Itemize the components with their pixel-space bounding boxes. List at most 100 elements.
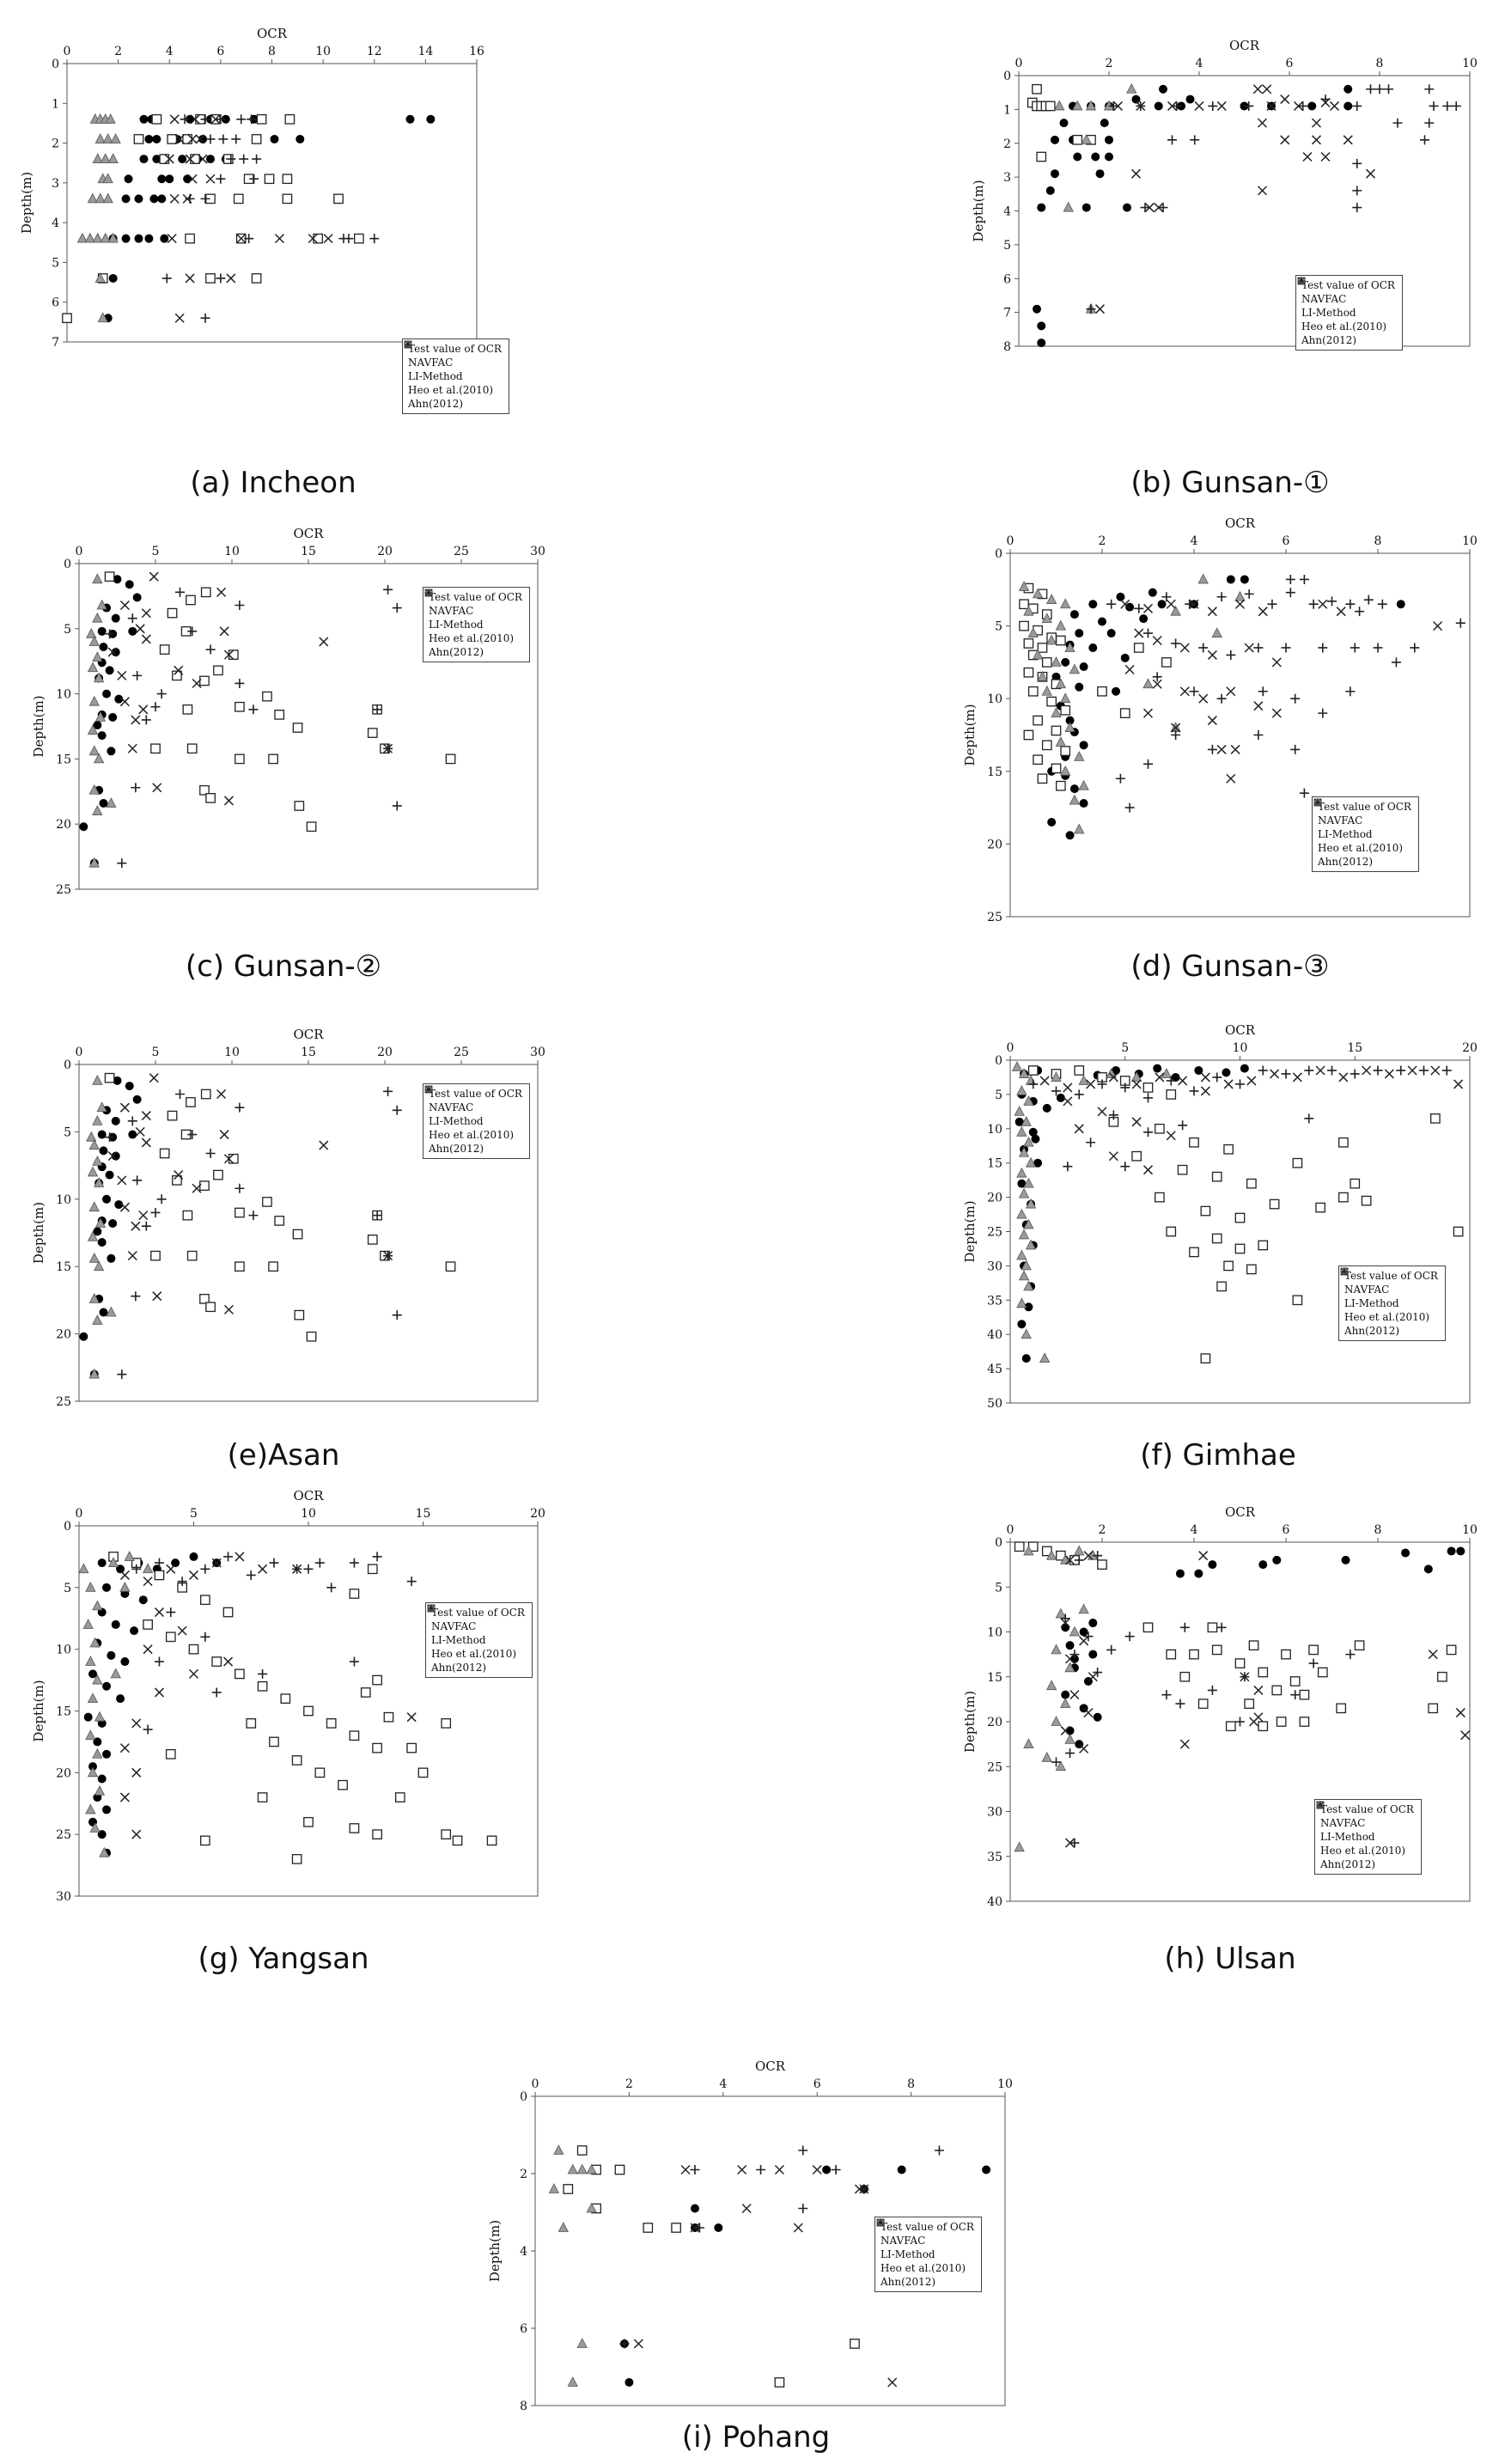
series-li-method-point <box>97 312 108 323</box>
series-test-value-of-ocr-point <box>125 580 134 589</box>
series-ahn-2012-point <box>1167 135 1177 145</box>
series-heo-et-al-2010-point <box>131 1221 141 1231</box>
series-li-method-point <box>89 1637 101 1648</box>
series-navfac-point <box>1189 1247 1199 1258</box>
series-li-method-point <box>110 133 121 143</box>
series-navfac-point <box>1258 1667 1269 1678</box>
series-test-value-of-ocr-point <box>1015 1117 1024 1126</box>
series-navfac-point <box>256 113 267 125</box>
series-navfac-point <box>326 1718 337 1729</box>
series-li-method-point <box>100 153 111 163</box>
series-navfac-point <box>614 2164 625 2175</box>
series-navfac-point <box>167 1110 178 1121</box>
x-tick-label: 5 <box>190 1507 198 1521</box>
series-navfac-point <box>268 1261 278 1272</box>
series-test-value-of-ocr-point <box>99 643 108 652</box>
series-heo-et-al-2010-point <box>1460 1730 1471 1741</box>
series-ahn-2012-point <box>1028 1079 1039 1089</box>
series-test-value-of-ocr-point <box>1341 1555 1350 1564</box>
series-ahn-2012-point <box>1429 101 1439 111</box>
series-navfac-point <box>1269 1198 1280 1210</box>
series-ahn-2012-point <box>1124 1631 1135 1642</box>
series-test-value-of-ocr-point <box>1344 84 1353 94</box>
series-navfac-point <box>360 1687 371 1698</box>
series-test-value-of-ocr-point <box>1069 784 1079 794</box>
series-li-method-point <box>94 1217 107 1228</box>
series-li-method-point <box>93 1260 105 1272</box>
series-li-method-point <box>1072 100 1083 111</box>
series-li-method-point <box>88 1292 100 1303</box>
series-li-method-point <box>1023 1136 1034 1147</box>
series-navfac-point <box>1032 83 1042 95</box>
series-navfac-point <box>1354 1640 1365 1651</box>
y-tick-label: 0 <box>52 58 59 71</box>
y-tick-label: 0 <box>64 1058 71 1072</box>
y-tick-label: 25 <box>56 1828 71 1842</box>
legend-label: NAVFAC <box>429 605 474 617</box>
series-ahn-2012-point <box>1069 1838 1080 1848</box>
series-test-value-of-ocr-point <box>982 2165 991 2174</box>
legend-item: LI-Method <box>876 2217 974 2261</box>
series-ahn-2012-point <box>185 193 195 204</box>
series-li-method-point <box>92 1074 103 1085</box>
legend-label: Test value of OCR <box>1318 801 1411 813</box>
series-ahn-2012-point <box>1172 101 1182 111</box>
series-navfac-point <box>1197 1699 1209 1709</box>
series-li-method <box>86 573 117 868</box>
series-ahn-2012-point <box>177 1577 187 1587</box>
series-heo-et-al-2010-point <box>1142 708 1154 718</box>
series-heo-et-al-2010-point <box>1179 1739 1190 1749</box>
series-navfac-point <box>1299 1717 1310 1727</box>
series-navfac-point <box>154 1570 165 1581</box>
series-ahn-2012-point <box>1051 1086 1061 1096</box>
chart-caption: (h) Ulsan <box>1164 1942 1296 1976</box>
series-ahn-2012-point <box>246 1570 256 1580</box>
chart-caption: (c) Gunsan-② <box>185 949 382 984</box>
x-tick-label: 25 <box>454 545 469 558</box>
series-navfac-point <box>235 701 245 712</box>
series-heo-et-al-2010-point <box>185 154 195 164</box>
series-test-value-of-ocr-point <box>178 155 187 164</box>
series-li-method-point <box>106 797 117 808</box>
series-heo-et-al-2010-point <box>1453 1079 1464 1089</box>
series-ahn-2012-point <box>1285 588 1295 598</box>
legend-label: NAVFAC <box>1301 293 1347 305</box>
series-li-method-point <box>1051 1644 1062 1655</box>
series-ahn-2012-point <box>1318 708 1328 718</box>
series-ahn-2012-point <box>235 678 245 688</box>
legend: Test value of OCR NAVFAC LI-Method Heo et a… <box>1314 1799 1422 1875</box>
series-navfac-point <box>1258 1721 1269 1732</box>
series-ahn-2012-point <box>798 2204 808 2213</box>
y-tick-label: 25 <box>987 911 1002 924</box>
series-test-value-of-ocr-point <box>1112 1065 1121 1075</box>
y-tick-label: 2 <box>520 2168 527 2181</box>
series-li-method-point <box>92 651 103 662</box>
series-ahn-2012-point <box>1083 1631 1094 1642</box>
y-axis-title: Depth(m) <box>487 2220 503 2282</box>
series-ahn-2012-point <box>1136 101 1146 111</box>
series-navfac-point <box>235 1261 245 1272</box>
legend-label: NAVFAC <box>880 2235 926 2247</box>
series-li-method-point <box>94 711 107 722</box>
series-test-value-of-ocr-point <box>130 1626 139 1636</box>
series-ahn-2012-point <box>1352 186 1362 196</box>
series-heo-et-al-2010-point <box>141 608 151 619</box>
series-test-value-of-ocr-point <box>111 613 120 623</box>
series-test-value-of-ocr-point <box>128 626 137 636</box>
y-tick-label: 30 <box>987 1806 1002 1820</box>
series-ahn-2012-point <box>1424 84 1435 95</box>
series-heo-et-al-2010-point <box>1079 1743 1089 1753</box>
series-navfac-point <box>1258 1240 1269 1251</box>
series-li-method-point <box>1023 1280 1034 1291</box>
y-tick-label: 0 <box>520 2090 527 2104</box>
y-axis-title: Depth(m) <box>19 172 34 234</box>
series-test-value-of-ocr-point <box>124 174 133 184</box>
series-ahn-2012-point <box>1391 657 1401 668</box>
series-heo-et-al-2010-point <box>119 600 130 611</box>
series-li-method-point <box>87 1692 99 1704</box>
series-ahn-2012-point <box>1327 596 1337 607</box>
series-test-value-of-ocr-point <box>97 1774 107 1784</box>
series-li-method-point <box>1078 779 1089 790</box>
series-test-value-of-ocr-point <box>1088 600 1098 609</box>
